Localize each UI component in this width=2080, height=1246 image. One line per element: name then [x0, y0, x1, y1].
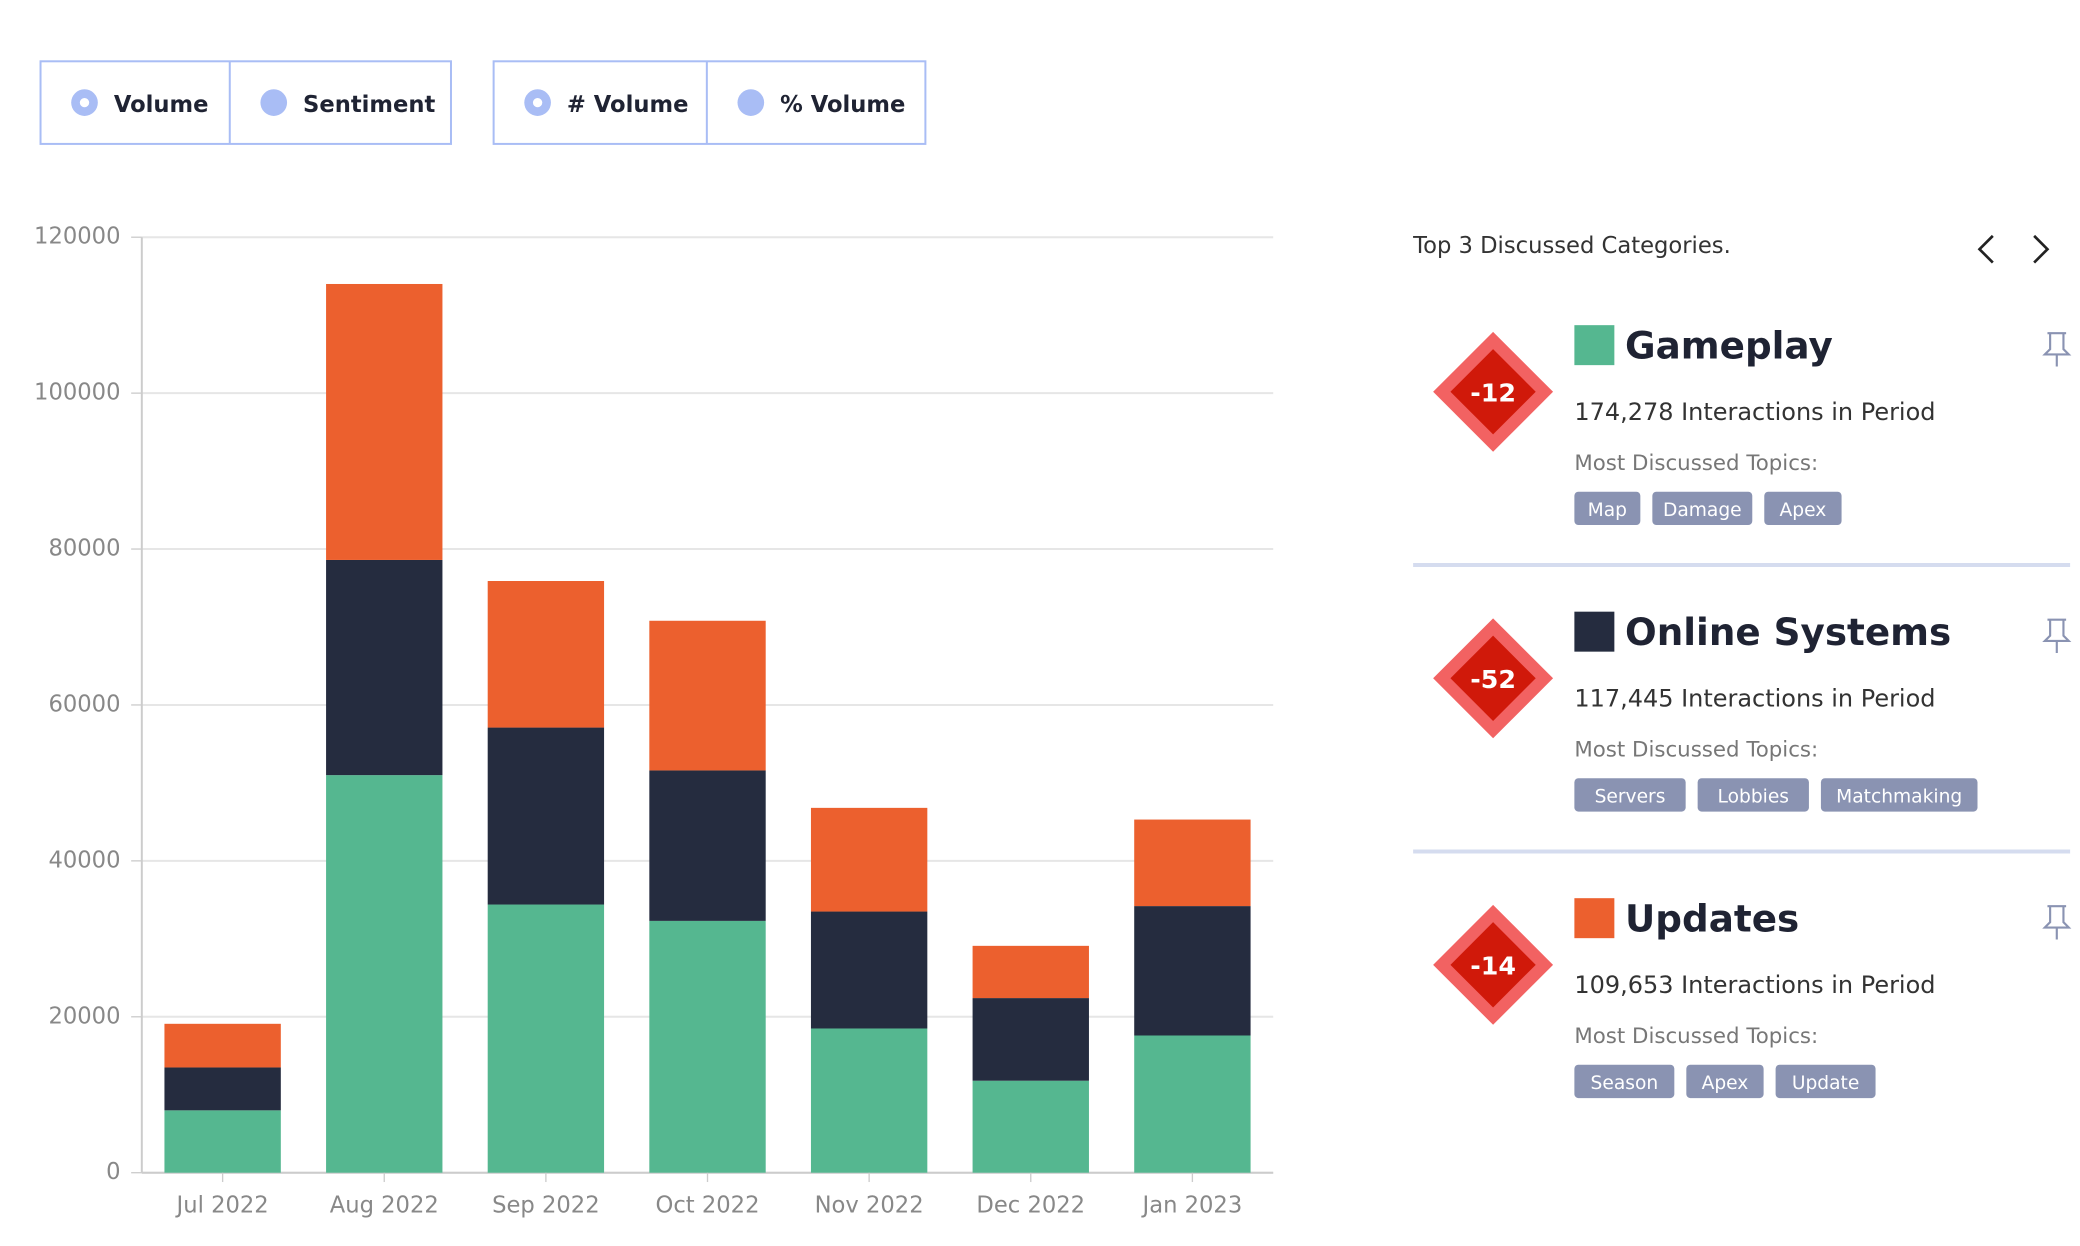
y-tick-label: 120000: [34, 224, 120, 250]
y-tick-label: 40000: [48, 847, 120, 873]
bar-segment: [972, 998, 1089, 1081]
topic-label: Matchmaking: [1836, 786, 1962, 807]
bar-segment: [810, 911, 928, 1029]
topics-label: Most Discussed Topics:: [1574, 737, 1818, 762]
topic-label: Servers: [1595, 786, 1666, 807]
bar-segment: [1134, 819, 1251, 907]
toggle-group: [492, 60, 927, 145]
bar-segment: [810, 807, 928, 912]
bar-segment: [1134, 1035, 1251, 1173]
bar-segment: [972, 1080, 1089, 1173]
bar-segment: [649, 770, 766, 921]
prev-arrow[interactable]: [1977, 234, 1994, 264]
x-tick-label: Jan 2023: [1141, 1193, 1243, 1219]
bar-segment: [164, 1067, 281, 1111]
interactions: 109,653 Interactions in Period: [1574, 971, 1935, 999]
panel-title: Top 3 Discussed Categories.: [1412, 233, 1731, 259]
bar-segment: [487, 727, 605, 905]
topic-tag[interactable]: [1764, 491, 1842, 526]
category-swatch: [1574, 898, 1615, 939]
radio[interactable]: [260, 89, 288, 116]
score: -52: [1470, 665, 1516, 694]
x-tick-label: Jul 2022: [175, 1193, 269, 1219]
radio[interactable]: [737, 89, 765, 116]
topic-label: Lobbies: [1718, 786, 1790, 807]
y-tick-label: 0: [106, 1159, 120, 1185]
x-tick-label: Nov 2022: [815, 1193, 924, 1219]
topic-tag[interactable]: [1775, 1064, 1876, 1099]
topics-label: Most Discussed Topics:: [1574, 1024, 1818, 1049]
category-name: Updates: [1625, 896, 1799, 940]
topic-label: Map: [1588, 500, 1627, 521]
topic-label: Damage: [1663, 500, 1742, 521]
y-tick-label: 20000: [48, 1003, 120, 1029]
bar-segment: [326, 559, 443, 776]
topic-tag[interactable]: [1686, 1064, 1764, 1099]
bar-segment: [487, 581, 605, 728]
x-tick-label: Dec 2022: [976, 1193, 1085, 1219]
topic-label: Apex: [1702, 1073, 1749, 1094]
next-arrow[interactable]: [2033, 234, 2050, 264]
bar-segment: [326, 775, 443, 1173]
score-badge-inner: [1450, 635, 1536, 721]
bar-segment: [164, 1110, 281, 1173]
y-tick-label: 60000: [48, 691, 120, 717]
score: -12: [1470, 378, 1516, 407]
interactions: 117,445 Interactions in Period: [1574, 685, 1935, 713]
interactions: 174,278 Interactions in Period: [1574, 398, 1935, 426]
x-tick-label: Oct 2022: [656, 1193, 760, 1219]
bar-segment: [164, 1023, 281, 1068]
toggle-label: Sentiment: [303, 92, 435, 118]
x-tick-label: Sep 2022: [492, 1193, 600, 1219]
topic-label: Season: [1591, 1073, 1659, 1094]
bar-segment: [326, 283, 443, 560]
radio-dot: [532, 97, 543, 108]
score: -14: [1470, 951, 1516, 980]
topic-tag[interactable]: [1697, 778, 1809, 812]
pin-icon[interactable]: [2042, 618, 2072, 653]
toggle-label: Volume: [114, 92, 209, 118]
bar-segment: [487, 904, 605, 1173]
toggle-label: # Volume: [567, 92, 689, 118]
bar-segment: [1134, 906, 1251, 1036]
bar-segment: [649, 920, 766, 1173]
topic-tag[interactable]: [1574, 778, 1686, 812]
bar-segment: [972, 945, 1089, 999]
pin-icon[interactable]: [2042, 332, 2072, 367]
topic-tag[interactable]: [1652, 491, 1753, 526]
category-swatch: [1574, 325, 1615, 366]
topic-tag[interactable]: [1574, 1064, 1675, 1099]
y-tick-label: 80000: [48, 536, 120, 562]
topic-label: Update: [1792, 1073, 1860, 1094]
topic-tag[interactable]: [1574, 491, 1641, 526]
toggle-group: [39, 60, 452, 145]
bar-segment: [810, 1028, 928, 1173]
category-name: Gameplay: [1625, 323, 1833, 367]
x-tick-label: Aug 2022: [330, 1193, 439, 1219]
category-swatch: [1574, 611, 1615, 652]
toggle-label: % Volume: [780, 92, 905, 118]
bar-segment: [649, 620, 766, 771]
topic-tag[interactable]: [1820, 778, 1978, 812]
topic-label: Apex: [1780, 500, 1827, 521]
pin-icon[interactable]: [2042, 905, 2072, 940]
topics-label: Most Discussed Topics:: [1574, 451, 1818, 476]
category-name: Online Systems: [1625, 610, 1951, 654]
y-tick-label: 100000: [34, 380, 120, 406]
score-badge-inner: [1450, 922, 1536, 1008]
score-badge-inner: [1450, 349, 1536, 435]
radio-dot: [79, 97, 90, 108]
